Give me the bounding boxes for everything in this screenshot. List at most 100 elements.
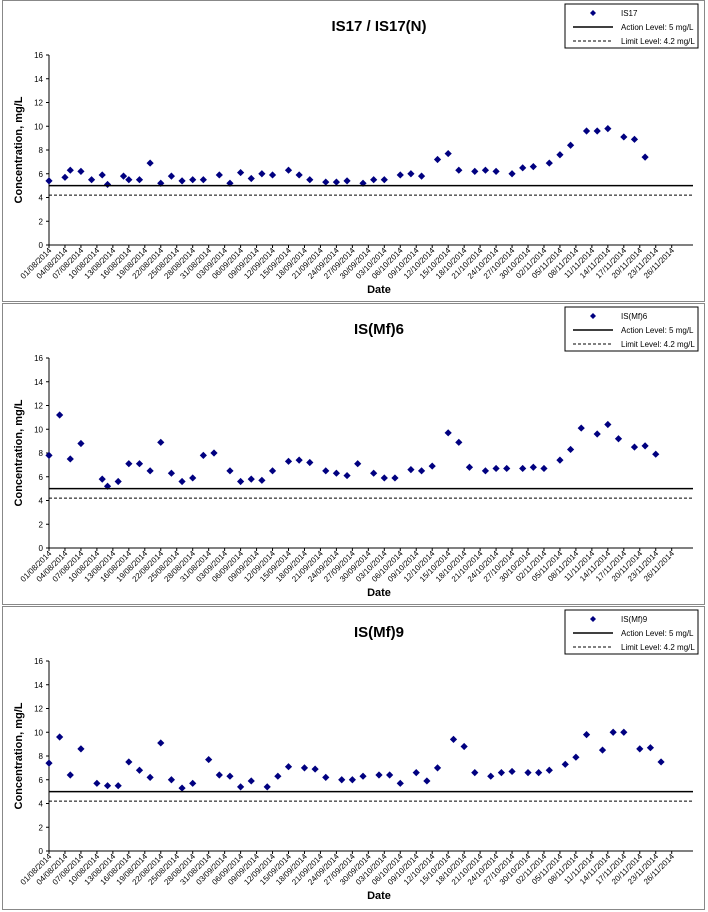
legend-label: Action Level: 5 mg/L [621, 326, 694, 335]
data-point [545, 766, 553, 774]
y-axis-label: Concentration, mg/L [13, 96, 25, 203]
data-point [380, 474, 388, 482]
data-point [322, 467, 330, 475]
y-tick-label: 0 [39, 544, 44, 553]
data-point [157, 438, 165, 446]
data-point [135, 766, 144, 774]
data-point [407, 170, 415, 178]
data-point [396, 171, 404, 179]
y-tick-label: 8 [39, 752, 44, 761]
legend-label: IS(Mf)6 [621, 312, 648, 321]
data-point [471, 769, 479, 777]
data-point [332, 178, 341, 186]
y-tick-label: 14 [34, 75, 43, 84]
data-point [114, 477, 122, 486]
chart-title: IS(Mf)9 [354, 624, 404, 641]
data-point [492, 167, 500, 175]
data-point [529, 463, 537, 471]
y-tick-label: 0 [39, 241, 44, 250]
data-point [258, 170, 266, 178]
data-point [582, 127, 591, 135]
data-point [417, 172, 426, 180]
data-point [465, 463, 474, 471]
data-point [167, 172, 176, 180]
data-point [45, 451, 53, 459]
data-point [61, 173, 69, 181]
data-point [146, 159, 154, 167]
data-point [103, 482, 112, 490]
y-axis-label: Concentration, mg/L [13, 702, 25, 809]
legend-label: Limit Level: 4.2 mg/L [621, 340, 695, 349]
legend-marker [590, 10, 596, 16]
data-point [604, 125, 612, 133]
y-tick-label: 0 [39, 847, 44, 856]
legend-label: IS17 [621, 9, 638, 18]
y-tick-label: 12 [34, 402, 43, 411]
data-point [657, 758, 665, 766]
data-point [524, 769, 532, 777]
data-point [237, 783, 245, 791]
data-point [125, 460, 133, 468]
data-point [391, 474, 399, 482]
data-point [284, 457, 293, 465]
data-point [455, 166, 463, 174]
data-point [343, 177, 351, 185]
data-point [247, 475, 255, 483]
data-point [146, 467, 154, 475]
data-point [508, 170, 516, 178]
y-tick-label: 8 [39, 449, 44, 458]
y-tick-label: 4 [39, 800, 44, 809]
data-point [237, 168, 245, 177]
data-point [93, 779, 101, 787]
data-point [636, 745, 644, 753]
data-point [556, 456, 564, 464]
y-tick-label: 14 [34, 378, 43, 387]
data-point [157, 739, 165, 747]
data-point [444, 149, 452, 158]
data-point [247, 174, 255, 183]
data-point [354, 460, 362, 468]
data-point [332, 469, 341, 477]
data-point [566, 141, 575, 149]
data-point [343, 471, 351, 480]
data-point [295, 456, 303, 464]
y-tick-label: 2 [39, 823, 44, 832]
data-point [66, 771, 74, 779]
data-point [593, 430, 601, 438]
data-point [519, 464, 527, 473]
y-tick-label: 4 [39, 497, 44, 506]
data-point [529, 163, 537, 171]
data-point [274, 772, 282, 780]
y-tick-label: 14 [34, 681, 43, 690]
data-point [359, 772, 367, 780]
legend-box [564, 3, 699, 49]
data-point [306, 176, 314, 184]
data-point [205, 755, 213, 764]
data-point [300, 764, 309, 772]
data-point [189, 176, 197, 184]
data-point [348, 776, 356, 784]
chart-svg-is17: IS17 / IS17(N) Concentration, mg/L 0 2 4 6 8 10… [13, 3, 699, 296]
data-point [167, 776, 176, 784]
data-point [103, 782, 112, 790]
y-axis-label: Concentration, mg/L [13, 399, 25, 506]
data-point [125, 176, 133, 184]
data-point [577, 424, 585, 432]
data-point [386, 771, 394, 779]
data-point [135, 460, 144, 468]
data-point [135, 176, 144, 184]
chart-panel-ismf9: IS(Mf)9 Concentration, mg/L 0 2 4 6 8 10 12 14 16 0… [2, 606, 705, 910]
data-point [407, 466, 415, 474]
data-point [609, 728, 617, 736]
data-point [598, 746, 607, 754]
data-point [497, 769, 505, 777]
data-point [247, 777, 255, 785]
legend-marker [590, 616, 596, 622]
legend-box [564, 609, 699, 655]
data-point [503, 464, 511, 473]
data-point [540, 464, 548, 473]
data-point [412, 769, 420, 777]
data-point [641, 153, 649, 161]
legend-label: Action Level: 5 mg/L [621, 23, 694, 32]
